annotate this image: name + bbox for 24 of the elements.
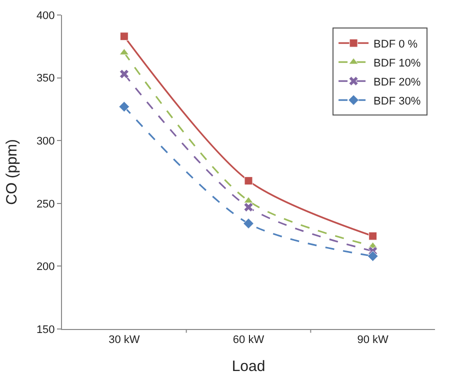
x-tick-label: 60 kW	[232, 334, 265, 346]
point	[120, 32, 128, 41]
x-axis-title: Load	[232, 358, 266, 376]
y-tick-label: 300	[36, 135, 55, 148]
point	[243, 218, 254, 229]
x-tick-label: 90 kW	[357, 334, 390, 346]
y-axis-title: CO (ppm)	[4, 139, 21, 205]
y-tick-label: 200	[36, 261, 55, 274]
point	[244, 176, 253, 186]
y-tick-label: 150	[36, 324, 55, 336]
y-tick-label: 400	[36, 10, 55, 22]
point	[118, 101, 130, 112]
x-tick-label: 30 kW	[108, 334, 140, 346]
legend-label: BDF 10%	[374, 57, 421, 70]
legend-label: BDF 30%	[374, 95, 421, 108]
legend-label: BDF 20%	[374, 76, 421, 88]
point	[244, 202, 254, 212]
y-tick-label: 350	[36, 72, 55, 85]
legend-label: BDF 0 %	[374, 38, 418, 50]
point	[244, 196, 254, 204]
point	[119, 69, 129, 79]
point	[368, 232, 378, 240]
y-tick-label: 250	[36, 198, 55, 210]
point	[367, 250, 378, 262]
